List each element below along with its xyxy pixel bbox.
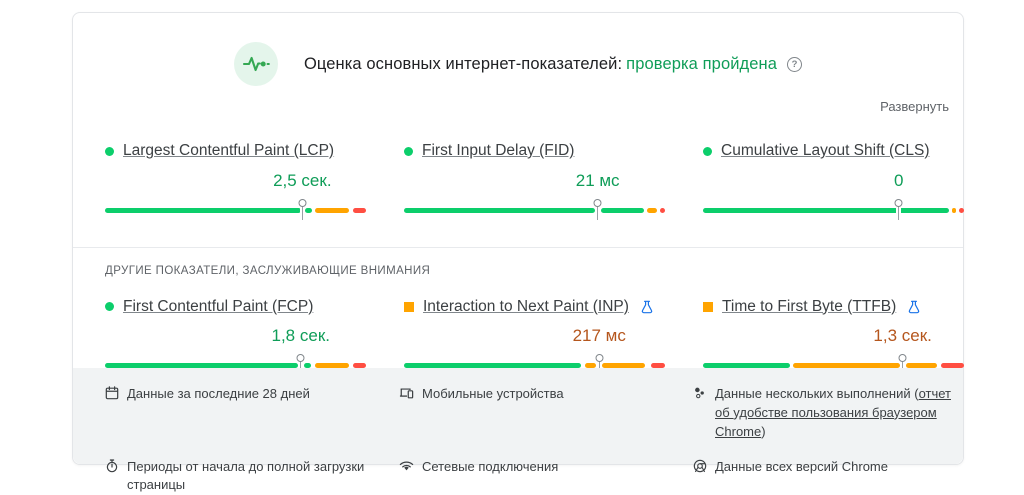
metric-ttfb: Time to First Byte (TTFB) 1,3 сек. bbox=[703, 298, 964, 377]
experimental-flask-icon bbox=[640, 300, 654, 314]
section-divider bbox=[73, 246, 963, 248]
percentile-marker-icon bbox=[298, 198, 307, 220]
network-icon bbox=[399, 459, 414, 473]
footer-item-chrome-versions: Данные всех версий Chrome bbox=[693, 458, 965, 495]
metric-link-lcp[interactable]: Largest Contentful Paint (LCP) bbox=[123, 142, 335, 159]
status-text: проверка пройдена bbox=[626, 54, 778, 73]
data-source-footer: Данные за последние 28 дней Мобильные ус… bbox=[73, 368, 965, 492]
experimental-flask-icon bbox=[907, 300, 921, 314]
footer-text: Данные нескольких выполнений (отчет об у… bbox=[715, 386, 951, 439]
footer-item-load-period: Периоды от начала до полной загрузки стр… bbox=[105, 458, 377, 495]
metric-link-fcp[interactable]: First Contentful Paint (FCP) bbox=[123, 297, 314, 315]
footer-text: Сетевые подключения bbox=[422, 458, 559, 474]
metric-gauge: 2,5 сек. bbox=[105, 165, 366, 221]
footer-text: Мобильные устройства bbox=[422, 386, 564, 401]
status-dot-icon bbox=[105, 302, 114, 312]
status-dot-icon bbox=[703, 146, 712, 156]
footer-text: Данные всех версий Chrome bbox=[715, 458, 888, 474]
metric-lcp: Largest Contentful Paint (LCP) 2,5 сек. bbox=[105, 142, 366, 221]
distribution-bar bbox=[404, 207, 665, 213]
distribution-bar bbox=[404, 363, 665, 369]
footer-text: Периоды от начала до полной загрузки стр… bbox=[127, 458, 365, 493]
metric-cls: Cumulative Layout Shift (CLS) 0 bbox=[703, 142, 964, 221]
metric-fid: First Input Delay (FID) 21 мс bbox=[404, 142, 665, 221]
metric-value: 21 мс bbox=[575, 170, 620, 190]
title-text: Оценка основных интернет-показателей: bbox=[303, 54, 623, 73]
metric-value: 0 bbox=[894, 170, 904, 190]
expand-row: Развернуть bbox=[73, 98, 949, 116]
web-vitals-pulse-icon bbox=[233, 42, 278, 86]
metric-link-fid[interactable]: First Input Delay (FID) bbox=[422, 142, 575, 159]
metric-fcp: First Contentful Paint (FCP) 1,8 сек. bbox=[105, 298, 366, 377]
footer-text: Данные за последние 28 дней bbox=[127, 386, 310, 401]
metric-value: 2,5 сек. bbox=[273, 170, 332, 190]
help-icon[interactable]: ? bbox=[787, 56, 803, 72]
devices-icon bbox=[399, 386, 414, 400]
status-dot-icon bbox=[105, 146, 114, 156]
footer-item-period: Данные за последние 28 дней bbox=[105, 385, 377, 442]
calendar-icon bbox=[105, 386, 119, 400]
metric-value: 1,3 сек. bbox=[873, 326, 932, 346]
percentile-marker-icon bbox=[894, 198, 903, 220]
distribution-bar bbox=[703, 363, 964, 369]
distribution-bar bbox=[105, 363, 366, 369]
metric-link-ttfb[interactable]: Time to First Byte (TTFB) bbox=[722, 297, 897, 315]
chrome-icon bbox=[693, 459, 707, 473]
page-title: Оценка основных интернет-показателей: про… bbox=[303, 54, 803, 74]
other-metrics-row: First Contentful Paint (FCP) 1,8 сек. In… bbox=[105, 298, 964, 377]
distribution-bar bbox=[703, 207, 964, 213]
status-square-icon bbox=[703, 301, 713, 312]
metric-link-inp[interactable]: Interaction to Next Paint (INP) bbox=[423, 297, 629, 315]
metric-link-cls[interactable]: Cumulative Layout Shift (CLS) bbox=[721, 142, 930, 159]
core-web-vitals-card: Оценка основных интернет-показателей: про… bbox=[72, 12, 965, 492]
footer-item-multiple-runs: Данные нескольких выполнений (отчет об у… bbox=[693, 385, 965, 442]
section-label: ДРУГИЕ ПОКАЗАТЕЛИ, ЗАСЛУЖИВАЮЩИЕ ВНИМАНИ… bbox=[105, 264, 431, 277]
distribution-bar bbox=[105, 207, 366, 213]
expand-button[interactable]: Развернуть bbox=[880, 99, 949, 114]
multiple-runs-icon bbox=[693, 386, 707, 400]
metric-inp: Interaction to Next Paint (INP) 217 мс bbox=[404, 298, 665, 377]
footer-item-network: Сетевые подключения bbox=[399, 458, 671, 495]
crux-report-link[interactable]: отчет об удобстве пользования браузером … bbox=[715, 386, 951, 439]
status-square-icon bbox=[404, 301, 414, 312]
core-metrics-row: Largest Contentful Paint (LCP) 2,5 сек. … bbox=[105, 142, 964, 221]
footer-item-devices: Мобильные устройства bbox=[399, 385, 671, 442]
metric-gauge: 0 bbox=[703, 165, 964, 221]
assessment-header: Оценка основных интернет-показателей: про… bbox=[73, 13, 963, 86]
stopwatch-icon bbox=[105, 458, 119, 473]
status-dot-icon bbox=[404, 146, 413, 156]
metric-gauge: 21 мс bbox=[404, 165, 665, 221]
percentile-marker-icon bbox=[593, 198, 602, 220]
metric-value: 1,8 сек. bbox=[271, 326, 330, 346]
metric-value: 217 мс bbox=[572, 326, 626, 346]
